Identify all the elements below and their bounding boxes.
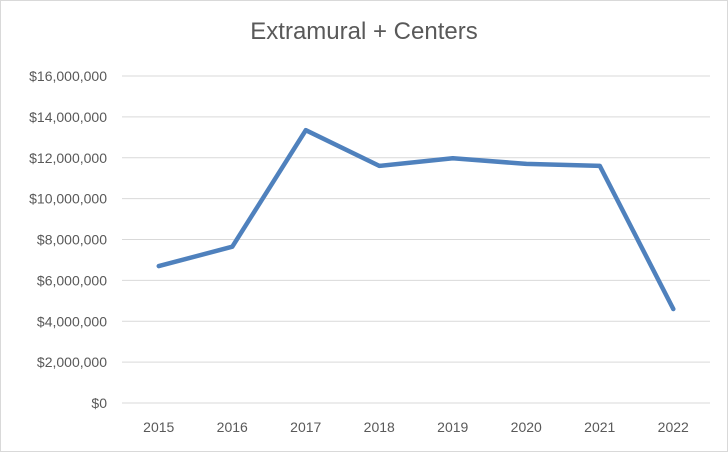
data-point: [524, 161, 529, 166]
y-axis-tick-labels: $0 $2,000,000 $4,000,000 $6,000,000 $8,000,0…: [29, 68, 107, 411]
data-point: [597, 163, 602, 168]
data-point: [377, 163, 382, 168]
gridlines: [122, 75, 710, 404]
data-point: [303, 128, 308, 133]
x-tick-label: 2018: [364, 419, 395, 435]
data-series: [156, 127, 676, 312]
y-tick-label: $10,000,000: [29, 191, 107, 207]
chart-title: Extramural + Centers: [250, 18, 478, 45]
series-line: [156, 127, 676, 312]
x-tick-label: 2017: [290, 419, 321, 435]
x-tick-label: 2019: [437, 419, 468, 435]
data-point: [671, 306, 676, 311]
x-tick-label: 2022: [658, 419, 689, 435]
data-point: [156, 264, 161, 269]
y-tick-label: $4,000,000: [37, 313, 107, 329]
x-tick-label: 2016: [217, 419, 248, 435]
x-tick-label: 2021: [584, 419, 615, 435]
y-tick-label: $16,000,000: [29, 68, 107, 84]
x-tick-label: 2015: [143, 419, 174, 435]
y-tick-label: $2,000,000: [37, 354, 107, 370]
y-tick-label: $0: [91, 395, 107, 411]
y-tick-label: $12,000,000: [29, 150, 107, 166]
x-tick-label: 2020: [511, 419, 542, 435]
y-tick-label: $6,000,000: [37, 272, 107, 288]
data-point: [450, 156, 455, 161]
x-axis-tick-labels: 2015 2016 2017 2018 2019 2020 2021 2022: [143, 419, 689, 435]
y-tick-label: $8,000,000: [37, 232, 107, 248]
y-tick-label: $14,000,000: [29, 109, 107, 125]
data-point: [230, 244, 235, 249]
